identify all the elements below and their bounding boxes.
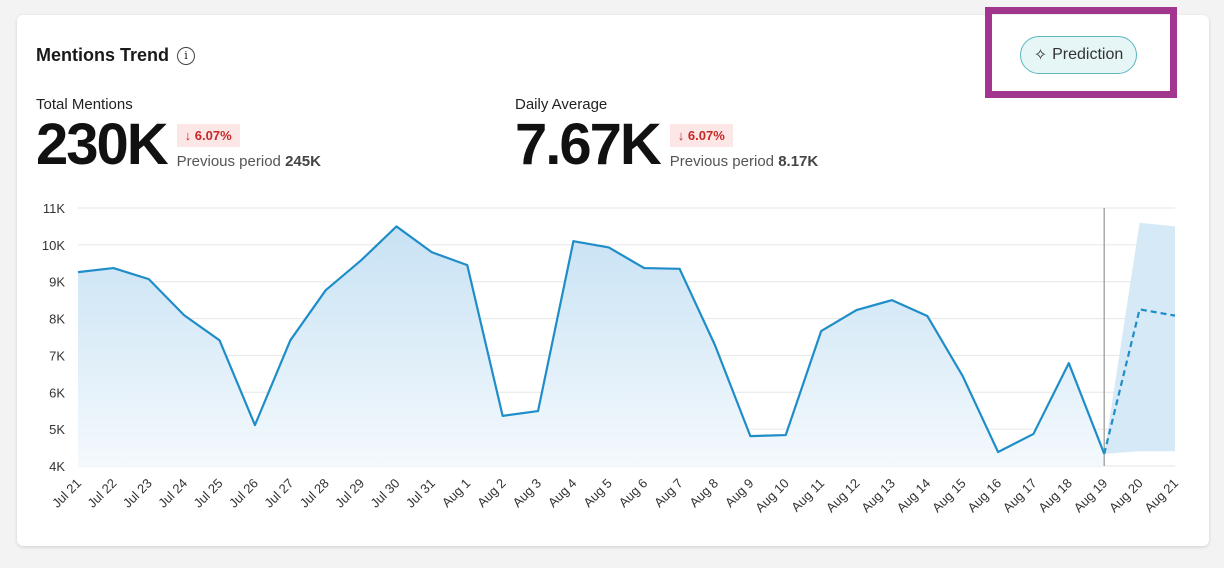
x-tick-label: Jul 29 bbox=[332, 476, 367, 511]
x-tick-label: Aug 6 bbox=[616, 476, 651, 511]
x-tick-label: Jul 22 bbox=[84, 476, 119, 511]
series-line bbox=[77, 225, 1106, 455]
y-tick-label: 6K bbox=[49, 385, 65, 400]
y-tick-label: 10K bbox=[42, 238, 65, 253]
previous-period: Previous period 245K bbox=[176, 153, 321, 170]
x-tick-label: Jul 21 bbox=[49, 476, 84, 511]
x-tick-label: Jul 25 bbox=[191, 476, 226, 511]
metric-total-mentions: Total Mentions 230K ↓ 6.07% Previous per… bbox=[36, 96, 321, 177]
metric-value: 230K bbox=[36, 112, 169, 177]
y-tick-label: 4K bbox=[49, 459, 65, 474]
x-tick-label: Jul 31 bbox=[403, 476, 438, 511]
x-tick-label: Aug 20 bbox=[1106, 476, 1146, 516]
x-tick-label: Aug 14 bbox=[894, 476, 934, 516]
info-icon[interactable]: i bbox=[177, 46, 196, 65]
prediction-label: Prediction bbox=[1052, 46, 1124, 63]
x-tick-label: Jul 27 bbox=[261, 476, 296, 511]
x-tick-label: Aug 4 bbox=[545, 476, 580, 511]
x-tick-label: Aug 21 bbox=[1141, 476, 1181, 516]
y-tick-label: 8K bbox=[49, 312, 65, 327]
metric-daily-average: Daily Average 7.67K ↓ 6.07% Previous per… bbox=[515, 96, 819, 177]
highlight-box bbox=[985, 7, 1177, 98]
y-tick-label: 11K bbox=[43, 201, 65, 216]
x-tick-label: Aug 15 bbox=[929, 476, 969, 516]
x-tick-label: Aug 2 bbox=[474, 476, 509, 511]
y-tick-label: 9K bbox=[49, 275, 65, 290]
x-tick-label: Jul 26 bbox=[226, 476, 261, 511]
x-tick-label: Jul 30 bbox=[367, 476, 402, 511]
change-badge: ↓ 6.07% bbox=[176, 124, 240, 147]
y-tick-label: 5K bbox=[49, 422, 65, 437]
change-badge: ↓ 6.07% bbox=[669, 124, 733, 147]
prediction-line bbox=[1103, 308, 1176, 455]
x-tick-label: Aug 1 bbox=[439, 476, 474, 511]
metric-value: 7.67K bbox=[515, 112, 662, 177]
x-tick-label: Aug 8 bbox=[686, 476, 721, 511]
x-tick-label: Aug 16 bbox=[964, 476, 1004, 516]
prediction-band bbox=[1104, 222, 1175, 454]
x-tick-label: Aug 3 bbox=[510, 476, 545, 511]
x-tick-label: Aug 11 bbox=[788, 476, 827, 515]
x-tick-label: Aug 5 bbox=[580, 476, 615, 511]
x-tick-label: Aug 12 bbox=[823, 476, 863, 516]
x-tick-label: Aug 7 bbox=[651, 476, 686, 511]
x-tick-label: Jul 24 bbox=[155, 476, 190, 511]
x-tick-label: Aug 17 bbox=[1000, 476, 1040, 516]
x-tick-label: Aug 18 bbox=[1035, 476, 1075, 516]
metric-label: Daily Average bbox=[515, 96, 608, 113]
prediction-button[interactable]: ✧ Prediction bbox=[1020, 36, 1137, 74]
x-tick-label: Aug 19 bbox=[1071, 476, 1111, 516]
x-tick-label: Jul 28 bbox=[297, 476, 332, 511]
y-tick-label: 7K bbox=[49, 348, 65, 363]
metric-label: Total Mentions bbox=[36, 96, 133, 113]
x-tick-label: Aug 13 bbox=[858, 476, 898, 516]
previous-period: Previous period 8.17K bbox=[669, 153, 819, 170]
x-tick-label: Aug 10 bbox=[752, 476, 792, 516]
card-title: Mentions Trend i bbox=[36, 45, 196, 66]
title-text: Mentions Trend bbox=[36, 45, 170, 65]
x-tick-label: Jul 23 bbox=[120, 476, 155, 511]
area-fill bbox=[78, 226, 1105, 466]
sparkle-icon: ✧ bbox=[1033, 47, 1048, 64]
